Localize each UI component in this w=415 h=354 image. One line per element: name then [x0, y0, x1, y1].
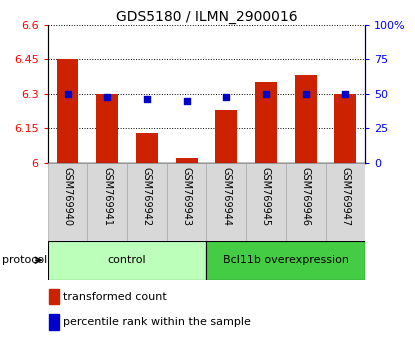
Point — [104, 94, 110, 99]
Bar — [49, 314, 59, 330]
Bar — [255, 82, 277, 163]
Text: percentile rank within the sample: percentile rank within the sample — [63, 317, 250, 327]
Bar — [88, 163, 127, 241]
Title: GDS5180 / ILMN_2900016: GDS5180 / ILMN_2900016 — [116, 10, 297, 24]
Text: control: control — [108, 255, 146, 265]
Bar — [325, 163, 365, 241]
Bar — [127, 163, 167, 241]
Bar — [295, 75, 317, 163]
Point — [144, 97, 150, 102]
Text: protocol: protocol — [2, 255, 47, 265]
Text: GSM769943: GSM769943 — [182, 167, 192, 226]
Bar — [49, 289, 59, 304]
Bar — [207, 241, 365, 280]
Bar — [48, 241, 207, 280]
Text: GSM769947: GSM769947 — [340, 167, 350, 226]
Bar — [48, 163, 88, 241]
Point — [263, 91, 269, 97]
Text: GSM769942: GSM769942 — [142, 167, 152, 226]
Bar — [207, 163, 246, 241]
Text: transformed count: transformed count — [63, 292, 166, 302]
Point — [223, 94, 229, 99]
Point — [303, 91, 309, 97]
Bar — [286, 163, 325, 241]
Text: Bcl11b overexpression: Bcl11b overexpression — [223, 255, 349, 265]
Bar — [167, 163, 207, 241]
Bar — [215, 110, 237, 163]
Text: GSM769940: GSM769940 — [63, 167, 73, 226]
Point — [342, 91, 349, 97]
Bar — [334, 94, 356, 163]
Text: GSM769944: GSM769944 — [221, 167, 231, 226]
Bar — [96, 94, 118, 163]
Point — [183, 98, 190, 103]
Bar — [246, 163, 286, 241]
Bar — [136, 133, 158, 163]
Text: GSM769941: GSM769941 — [102, 167, 112, 226]
Point — [64, 91, 71, 97]
Text: GSM769946: GSM769946 — [301, 167, 311, 226]
Bar — [57, 59, 78, 163]
Bar — [176, 158, 198, 163]
Text: GSM769945: GSM769945 — [261, 167, 271, 226]
